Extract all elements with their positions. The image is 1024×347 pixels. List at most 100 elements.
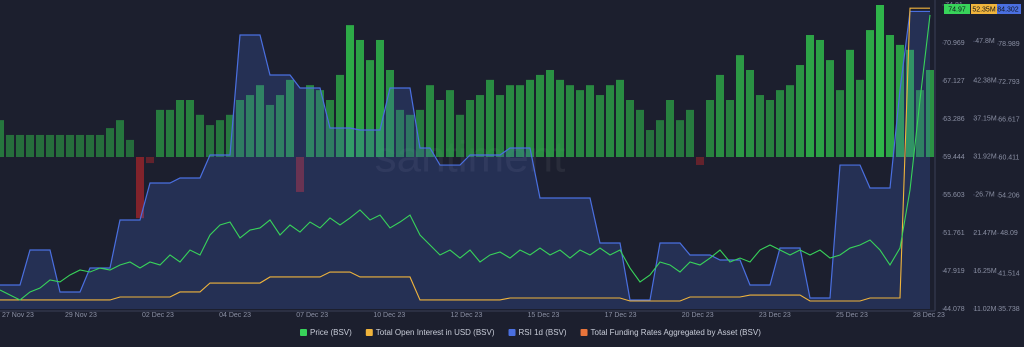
current-value-badge [971, 4, 997, 14]
funding-bar [646, 130, 654, 157]
x-tick-label: 12 Dec 23 [450, 312, 482, 319]
y-tick-label: 42.38M [973, 78, 997, 85]
funding-bar [716, 74, 724, 157]
y-tick-label: 37.15M [973, 116, 997, 123]
funding-bar [186, 100, 194, 157]
y-tick-label: 70.969 [943, 40, 965, 47]
funding-bar [796, 65, 804, 157]
funding-bar [836, 90, 844, 157]
funding-bar [696, 157, 704, 165]
funding-bar [416, 109, 424, 157]
funding-bar [596, 95, 604, 157]
legend-label: RSI 1d (BSV) [519, 328, 567, 337]
x-tick-label: 29 Nov 23 [65, 312, 97, 319]
funding-bar [726, 100, 734, 157]
y-tick-label: 63.286 [943, 116, 965, 123]
funding-bar [896, 44, 904, 157]
funding-bar [86, 134, 94, 157]
y-tick-label: 54.206 [998, 193, 1020, 200]
funding-bar [626, 100, 634, 157]
y-tick-label: 47.8M [975, 38, 995, 45]
funding-bar [116, 120, 124, 157]
funding-bar [906, 49, 914, 158]
funding-bar [466, 100, 474, 157]
current-value-badge [995, 4, 1021, 14]
funding-bar [256, 85, 264, 157]
funding-bar [56, 134, 64, 157]
legend-swatch [300, 329, 307, 336]
funding-bar [26, 134, 34, 157]
funding-bar [776, 90, 784, 157]
funding-bar [816, 39, 824, 157]
x-tick-label: 17 Dec 23 [605, 312, 637, 319]
y-tick-label: 26.7M [975, 192, 995, 199]
funding-bar [266, 104, 274, 157]
x-tick-label: 02 Dec 23 [142, 312, 174, 319]
current-value-label: 84.302 [997, 6, 1019, 13]
funding-bar [176, 100, 184, 157]
funding-bar [406, 114, 414, 157]
x-tick-label: 10 Dec 23 [373, 312, 405, 319]
funding-bar [546, 69, 554, 157]
funding-bar [786, 85, 794, 157]
legend-label: Total Funding Rates Aggregated by Asset … [591, 328, 762, 337]
funding-bar [656, 120, 664, 157]
funding-bar [456, 114, 464, 157]
y-tick-label: 35.738 [998, 306, 1020, 313]
funding-bar [736, 55, 744, 157]
funding-bar [666, 100, 674, 157]
legend-swatch [508, 329, 516, 336]
funding-bar [436, 100, 444, 157]
series-line [0, 14, 931, 301]
x-tick-label: 28 Dec 23 [913, 312, 945, 319]
funding-bar [276, 95, 284, 157]
funding-bar [886, 35, 894, 157]
funding-bar [916, 90, 924, 157]
funding-bar [926, 69, 934, 157]
funding-bar [636, 109, 644, 157]
y-tick-label: 16.25M [973, 268, 997, 275]
x-tick-label: 20 Dec 23 [682, 312, 714, 319]
series-line [0, 7, 930, 302]
funding-bar [706, 100, 714, 157]
legend: Price (BSV) Total Open Interest in USD (B… [300, 328, 761, 337]
funding-bar [446, 90, 454, 157]
y-tick-label: 67.127 [943, 78, 965, 85]
funding-bar [236, 100, 244, 157]
funding-bar [206, 125, 214, 157]
y-tick-label: 41.514 [998, 270, 1020, 277]
funding-bar [856, 79, 864, 157]
funding-bar [806, 35, 814, 157]
funding-bar [6, 134, 14, 157]
x-tick-label: 07 Dec 23 [296, 312, 328, 319]
funding-bar [876, 5, 884, 157]
y-tick-label: 11.02M [974, 306, 997, 313]
current-value-label: 74.97 [948, 6, 966, 13]
funding-bar [676, 120, 684, 157]
funding-bar [106, 128, 114, 157]
y-tick-label: 44.078 [943, 306, 965, 313]
legend-swatch [365, 329, 373, 336]
funding-bar [216, 120, 224, 157]
funding-bar [136, 157, 144, 219]
funding-bar [686, 109, 694, 157]
funding-bar [76, 134, 84, 157]
funding-bar [246, 95, 254, 157]
funding-bar [346, 25, 354, 157]
rsi-line [0, 10, 930, 301]
y-tick-label: 66.617 [998, 117, 1020, 124]
y-tick-label: 47.919 [943, 268, 965, 275]
funding-bar [196, 114, 204, 157]
funding-bar [426, 85, 434, 157]
x-tick-label: 23 Dec 23 [759, 312, 791, 319]
funding-bar [386, 69, 394, 157]
funding-bar [396, 109, 404, 157]
y-tick-label: 78.989 [998, 41, 1020, 48]
funding-bar [756, 95, 764, 157]
current-value-label: 52.35M [972, 6, 996, 13]
funding-bar [156, 109, 164, 157]
funding-bar [376, 39, 384, 157]
funding-bar [506, 85, 514, 157]
